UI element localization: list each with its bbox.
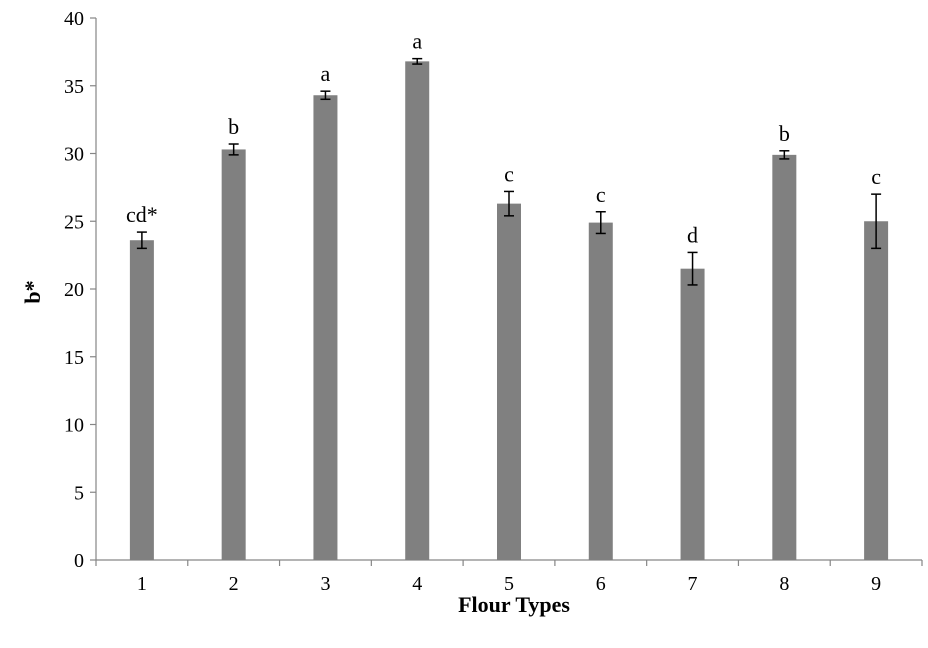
bar-significance-label: a <box>412 29 422 54</box>
bar-significance-label: d <box>687 222 698 247</box>
x-tick-label: 2 <box>229 573 239 595</box>
bar-significance-label: a <box>321 61 331 86</box>
bar <box>497 203 521 560</box>
bar <box>221 149 246 560</box>
bar <box>405 61 430 561</box>
bar <box>772 154 797 561</box>
y-axis-title: b* <box>20 280 45 303</box>
y-tick-label: 5 <box>74 482 84 504</box>
bar <box>129 240 154 560</box>
bar <box>588 222 613 561</box>
x-tick-label: 5 <box>504 573 514 595</box>
y-tick-label: 40 <box>64 8 84 30</box>
x-tick-label: 7 <box>688 573 698 595</box>
bar <box>680 268 705 560</box>
x-tick-label: 8 <box>779 573 789 595</box>
y-tick-label: 10 <box>64 415 84 437</box>
x-tick-label: 9 <box>871 573 881 595</box>
x-tick-label: 1 <box>137 573 147 595</box>
x-tick-label: 3 <box>320 573 330 595</box>
y-tick-label: 30 <box>64 144 84 166</box>
bars <box>129 61 889 561</box>
bar <box>313 95 338 561</box>
x-tick-label: 4 <box>412 573 422 595</box>
y-tick-label: 0 <box>74 550 84 572</box>
y-tick-label: 25 <box>64 211 84 233</box>
x-tick-label: 6 <box>596 573 606 595</box>
bar-significance-label: b <box>779 121 790 146</box>
bar-significance-label: cd* <box>126 202 158 227</box>
bar-significance-label: c <box>504 161 514 186</box>
bar-significance-label: c <box>871 164 881 189</box>
bar <box>864 221 889 560</box>
error-bars <box>136 57 882 286</box>
bar-significance-label: c <box>596 182 606 207</box>
x-axis: 1 2 3 4 5 6 7 8 9 <box>95 559 923 595</box>
y-tick-label: 20 <box>64 279 84 301</box>
y-axis: 0 5 10 15 20 25 30 35 40 <box>64 8 97 572</box>
bar-labels: cd* b a a c c d b c <box>126 29 881 248</box>
x-axis-title: Flour Types <box>458 592 570 617</box>
y-tick-label: 15 <box>64 347 84 369</box>
bar-significance-label: b <box>228 114 239 139</box>
y-tick-label: 35 <box>64 76 84 98</box>
